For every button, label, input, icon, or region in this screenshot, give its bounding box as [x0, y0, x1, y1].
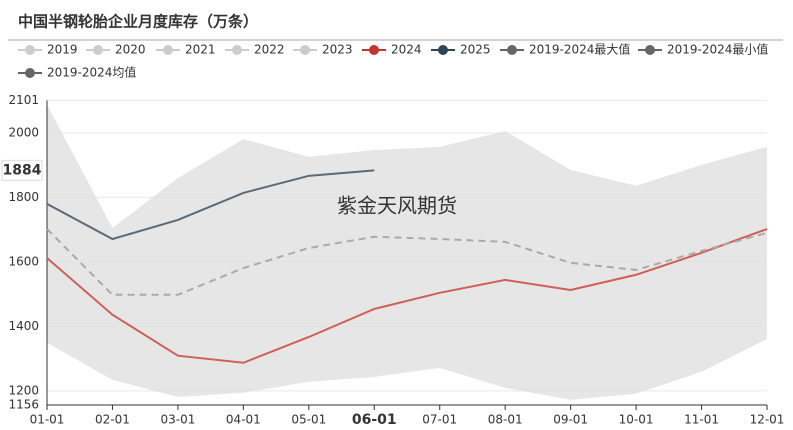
legend-marker [645, 45, 655, 55]
legend-marker [163, 45, 173, 55]
legend-marker [25, 45, 35, 55]
legend-marker [300, 45, 310, 55]
legend-marker [507, 45, 517, 55]
x-tick-label: 04-01 [226, 413, 261, 427]
crosshair-label: 1884 [3, 162, 42, 178]
legend-label: 2021 [185, 43, 216, 57]
legend-label: 2019 [47, 43, 78, 57]
legend-marker [25, 68, 35, 78]
y-tick-label: 1400 [8, 319, 39, 333]
x-tick-label: 11-01 [684, 413, 719, 427]
legend-label: 2019-2024最小值 [667, 42, 768, 57]
y-tick-label: 1156 [8, 398, 39, 412]
x-tick-label: 03-01 [160, 413, 195, 427]
legend-label: 2019-2024均值 [47, 65, 136, 80]
legend-label: 2022 [254, 43, 285, 57]
x-tick-label: 10-01 [619, 413, 654, 427]
y-tick-label: 2101 [8, 93, 39, 107]
legend-marker [232, 45, 242, 55]
legend-label: 2020 [115, 43, 146, 57]
x-tick-label: 05-01 [291, 413, 326, 427]
x-tick-label: 09-01 [553, 413, 588, 427]
x-tick-label: 08-01 [488, 413, 523, 427]
y-tick-label: 1200 [8, 383, 39, 397]
y-tick-label: 2000 [8, 125, 39, 139]
band-area [47, 104, 767, 405]
watermark: 紫金天风期货 [337, 194, 457, 218]
legend-label: 2024 [391, 43, 422, 57]
x-tick-label: 01-01 [30, 413, 65, 427]
x-tick-label: 06-01 [352, 412, 397, 428]
series-line [46, 228, 768, 296]
x-tick-label: 02-01 [95, 413, 130, 427]
legend-label: 2019-2024最大值 [529, 42, 630, 57]
legend-label: 2025 [460, 43, 491, 57]
crosshair-label-box [1, 159, 43, 181]
band-area [47, 338, 767, 405]
y-tick-label: 1800 [8, 190, 39, 204]
legend-marker [438, 45, 448, 55]
x-tick-label: 07-01 [422, 413, 457, 427]
legend-label: 2023 [322, 43, 353, 57]
y-tick-label: 1600 [8, 254, 39, 268]
legend-marker [369, 45, 379, 55]
series-line [46, 169, 375, 241]
series-line [46, 228, 768, 364]
legend-marker [93, 45, 103, 55]
x-tick-label: 12-01 [750, 413, 785, 427]
chart-title: 中国半钢轮胎企业月度库存（万条） [18, 13, 258, 31]
